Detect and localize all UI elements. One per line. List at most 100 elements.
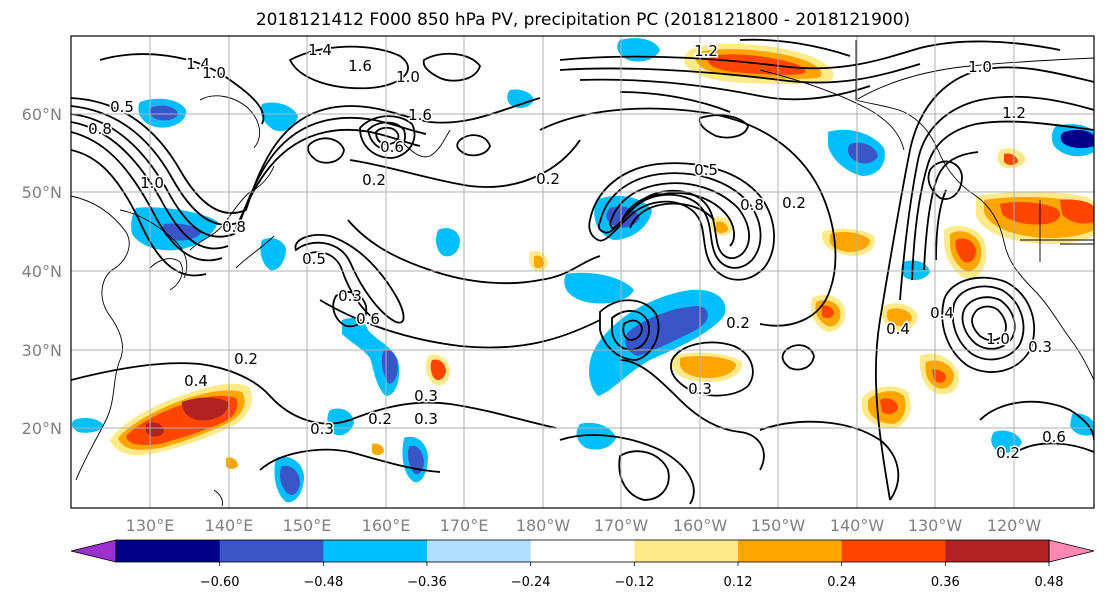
pv-contour (599, 299, 660, 361)
pv-contour (971, 305, 1007, 342)
contour-label: 0.3 (310, 420, 334, 438)
map-panel: 1.41.01.41.01.60.61.21.01.20.50.81.0 0.2 0… (70, 35, 1095, 509)
pv-contour (979, 400, 1094, 441)
pv-contour (899, 95, 1094, 301)
pv-contour (319, 299, 601, 349)
colorbar-segment (841, 540, 946, 562)
pv-contour (559, 63, 921, 84)
pv-contour (303, 251, 381, 323)
pv-contour (307, 137, 345, 164)
pv-contour (629, 202, 715, 229)
lat-tick-label: 40°N (22, 262, 62, 281)
lon-tick-label: 130°E (126, 516, 175, 535)
precip-blob (576, 422, 616, 450)
colorbar-segment (530, 540, 635, 562)
precip-blob (372, 443, 384, 455)
contour-label: 0.2 (536, 170, 560, 188)
contour-label: 0.2 (368, 410, 392, 428)
contour-label: 1.0 (396, 68, 420, 86)
pv-contour (375, 126, 400, 145)
pv-contour (698, 114, 749, 139)
pv-contour (923, 151, 979, 271)
contour-label: 0.8 (88, 120, 112, 138)
colorbar-segment (116, 540, 221, 562)
colorbar-tick-label: 0.24 (827, 575, 856, 590)
contour-label: 0.2 (362, 171, 386, 189)
coastline (149, 258, 183, 291)
contour-label: 1.4 (308, 41, 332, 59)
colorbar-tick-label: 0.36 (931, 575, 960, 590)
coastline (119, 209, 188, 279)
precip-blob (71, 418, 104, 433)
pv-contour (559, 434, 695, 505)
precip-blob (1060, 199, 1094, 224)
contour-label: 1.0 (968, 58, 992, 76)
coastline (855, 40, 1094, 381)
contour-label: 0.3 (688, 380, 712, 398)
colorbar-tick-label: −0.48 (303, 575, 343, 590)
coastline (399, 129, 451, 158)
colorbar-segment (219, 540, 324, 562)
precip-blob (279, 465, 300, 495)
colorbar-segment (323, 540, 428, 562)
contour-label: 0.4 (184, 372, 208, 390)
coastline (71, 195, 130, 481)
pv-contour (367, 121, 406, 151)
contour-label: 0.3 (338, 287, 362, 305)
contour-label: 0.8 (222, 218, 246, 236)
colorbar-segment (738, 540, 843, 562)
lon-tick-label: 150°E (283, 516, 332, 535)
colorbar-tick-label: −0.36 (407, 575, 447, 590)
pv-contour (294, 234, 405, 324)
precip-blob (1060, 130, 1094, 149)
precip-blob (534, 255, 544, 269)
precip-blob (436, 228, 460, 257)
colorbar-frame (115, 539, 1050, 563)
contour-label: 1.0 (202, 64, 226, 82)
pv-contour (781, 344, 815, 371)
pv-contour (588, 162, 775, 281)
pv-contour (456, 134, 491, 157)
contour-label: 0.4 (886, 320, 910, 338)
contour-label: 0.2 (234, 350, 258, 368)
map-title: 2018121412 F000 850 hPa PV, precipitatio… (256, 10, 910, 30)
contour-label: 1.0 (140, 174, 164, 192)
pv-contour (619, 91, 731, 113)
pv-contour (99, 53, 265, 125)
pv-contour (739, 38, 851, 57)
contour-label: 1.2 (694, 42, 718, 60)
lon-tick-label: 150°W (751, 516, 806, 535)
lat-tick-label: 60°N (22, 105, 62, 124)
pv-contour (349, 139, 581, 188)
pv-contour (71, 97, 541, 214)
pv-contour (619, 359, 765, 471)
colorbar-tick-label: 0.12 (724, 575, 753, 590)
precip-blob (260, 238, 286, 271)
pv-contour (951, 285, 1025, 361)
precip-blob (260, 102, 298, 132)
precip-blob (716, 221, 728, 233)
colorbar-segment (945, 540, 1050, 562)
contour-label: 0.3 (414, 410, 438, 428)
pv-contour (332, 291, 368, 328)
contour-label: 0.5 (302, 250, 326, 268)
pv-contour (71, 113, 421, 238)
pv-contour (359, 115, 416, 159)
precip-blob (407, 445, 424, 475)
coastline (189, 165, 275, 251)
lon-tick-label: 160°E (362, 516, 411, 535)
precip-blob (1070, 413, 1094, 436)
precip-blob (886, 308, 912, 326)
pv-contour (618, 450, 670, 501)
precip-blob (564, 272, 634, 304)
precip-blob (901, 260, 930, 280)
pv-contour (71, 121, 229, 250)
contour-label: 0.2 (726, 314, 750, 332)
colorbar-extend-low (70, 539, 117, 563)
precip-blob (430, 359, 446, 380)
pv-contour (611, 310, 650, 351)
colorbar-segment (634, 540, 739, 562)
colorbar-tick-label: −0.12 (614, 575, 654, 590)
pv-contour (288, 45, 409, 90)
